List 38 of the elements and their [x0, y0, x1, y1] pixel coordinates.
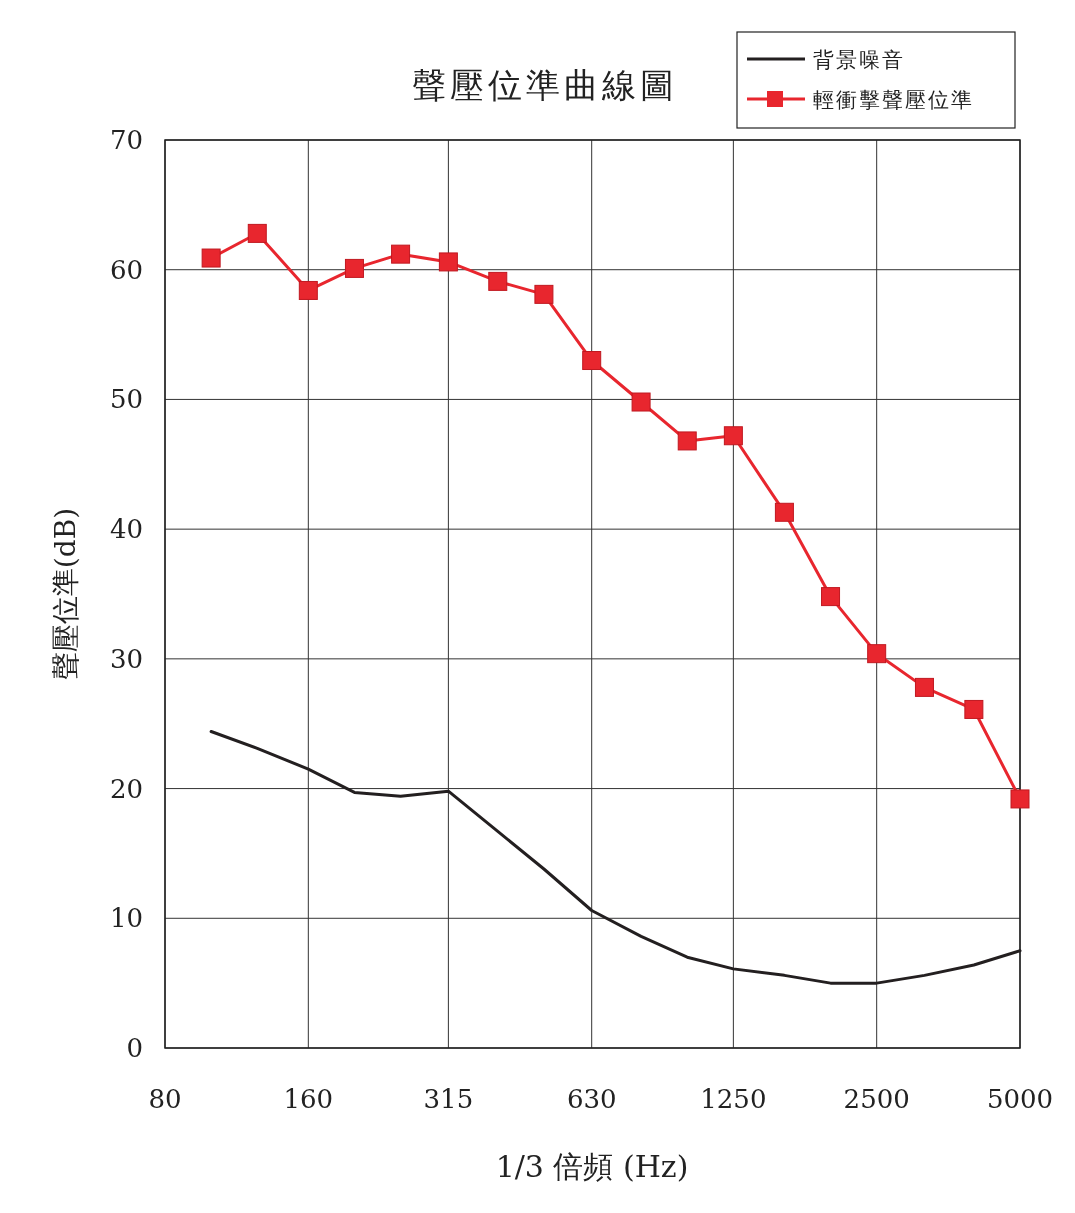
legend-label: 背景噪音: [813, 48, 905, 72]
y-tick-label: 50: [109, 384, 143, 415]
point: [631, 392, 651, 412]
point: [867, 644, 887, 664]
y-tick-label: 70: [109, 125, 143, 155]
chart-title: 聲壓位準曲線圖: [412, 65, 678, 105]
y-tick-label: 10: [109, 903, 143, 934]
x-tick-label: 80: [148, 1084, 182, 1114]
x-tick-label: 630: [566, 1084, 617, 1114]
x-axis-title: 1/3 倍頻 (Hz): [495, 1149, 689, 1184]
y-tick-label: 30: [109, 643, 143, 674]
legend-label: 輕衝擊聲壓位準: [813, 88, 974, 112]
point: [723, 426, 743, 446]
point: [201, 248, 221, 268]
point: [774, 502, 794, 522]
point: [1010, 789, 1030, 809]
y-tick-label: 60: [109, 254, 143, 285]
y-tick-label: 20: [109, 773, 143, 804]
point: [438, 252, 458, 272]
point: [391, 244, 411, 264]
point: [534, 284, 554, 304]
y-tick-label: 0: [126, 1033, 143, 1063]
point: [582, 351, 602, 371]
x-tick-label: 160: [283, 1084, 334, 1114]
point: [247, 223, 267, 243]
x-tick-label: 315: [423, 1084, 474, 1114]
point: [488, 271, 508, 291]
x-tick-label: 5000: [986, 1084, 1054, 1114]
point: [821, 587, 841, 607]
y-axis-title: 聲壓位準(dB): [49, 507, 82, 681]
y-tick-label: 40: [109, 514, 143, 545]
x-tick-label: 2500: [843, 1084, 910, 1114]
x-tick-label: 1250: [700, 1084, 767, 1114]
point: [677, 431, 697, 451]
point: [298, 280, 318, 300]
point: [344, 258, 364, 278]
point: [964, 699, 984, 719]
point: [914, 677, 934, 697]
